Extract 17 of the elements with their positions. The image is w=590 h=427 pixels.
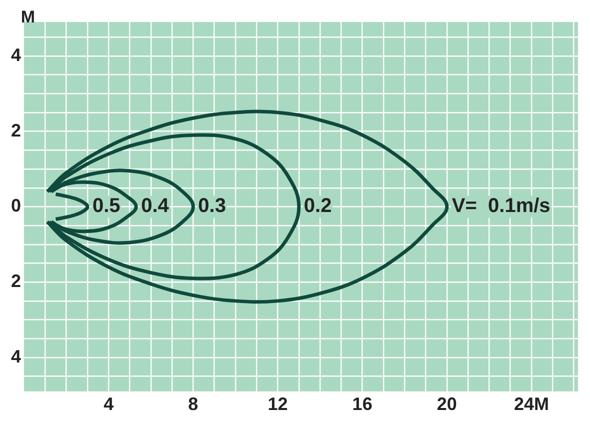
series-label: 0.3	[198, 195, 226, 218]
y-tick-label: 2	[10, 271, 22, 292]
series-label: V= 0.1m/s	[452, 195, 550, 218]
series-label: 0.2	[304, 195, 332, 218]
y-tick-label: 2	[10, 120, 22, 140]
x-tick-label: 12	[268, 394, 288, 414]
series-label: 0.5	[92, 195, 120, 218]
y-tick-label: 4	[10, 346, 22, 366]
x-tick-label: 24M	[514, 394, 549, 414]
x-tick-label: 4	[104, 394, 114, 414]
y-axis-title: M	[20, 8, 36, 27]
x-tick-label: 16	[352, 394, 372, 414]
x-tick-label: 8	[188, 394, 198, 414]
series-label: 0.4	[141, 195, 170, 218]
y-tick-label: 0	[10, 196, 22, 216]
y-tick-label: 4	[10, 44, 22, 65]
x-tick-label: 20	[436, 394, 457, 414]
